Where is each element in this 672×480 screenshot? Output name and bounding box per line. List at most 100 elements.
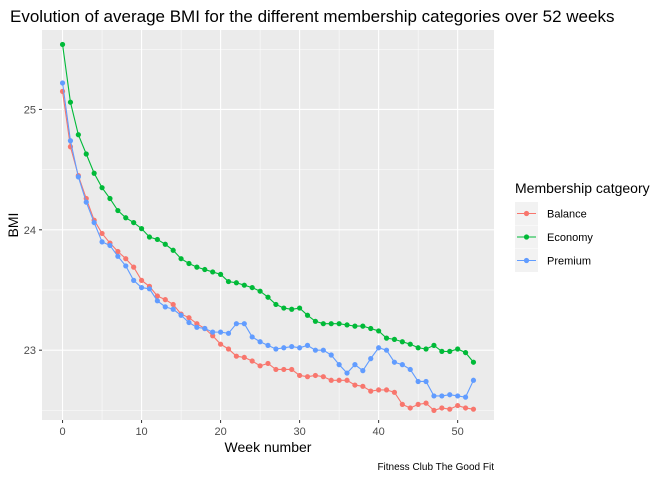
data-point	[431, 407, 437, 413]
data-point	[241, 321, 247, 327]
data-point	[170, 301, 176, 308]
data-point	[67, 138, 74, 144]
data-point	[344, 370, 350, 376]
data-point	[281, 345, 287, 351]
data-point	[241, 282, 247, 288]
data-point	[383, 347, 390, 353]
data-point	[391, 389, 398, 395]
data-point	[407, 341, 413, 347]
y-tick-label: 23	[24, 345, 36, 357]
data-point	[423, 400, 429, 406]
data-point	[202, 325, 208, 332]
x-tick-label: 30	[293, 426, 305, 438]
data-point	[241, 354, 247, 361]
data-point	[447, 406, 453, 412]
data-point	[170, 306, 176, 312]
data-point	[194, 324, 200, 330]
x-tick-label: 20	[214, 426, 226, 438]
data-point	[273, 346, 279, 352]
data-point	[415, 401, 421, 407]
data-point	[328, 352, 334, 358]
data-point	[360, 323, 366, 329]
data-point	[75, 174, 81, 180]
data-point	[352, 382, 358, 388]
series-economy	[59, 41, 477, 365]
data-point	[210, 329, 216, 335]
x-axis: 0 10 20 30 40 50	[59, 420, 464, 438]
data-point	[415, 378, 421, 385]
legend-label: Balance	[547, 209, 587, 221]
data-point	[83, 199, 89, 205]
data-point	[257, 288, 263, 294]
data-point	[304, 374, 311, 380]
x-tick-label: 40	[373, 426, 385, 438]
y-axis-title: BMI	[5, 213, 21, 238]
data-point	[407, 405, 413, 411]
data-point	[265, 360, 271, 367]
data-point	[320, 374, 326, 380]
data-point	[470, 406, 477, 412]
data-point	[233, 321, 239, 327]
data-point	[462, 394, 469, 400]
data-point	[107, 195, 113, 202]
series-layer	[59, 41, 477, 413]
data-point	[131, 277, 137, 283]
data-point	[312, 347, 319, 353]
data-point	[233, 280, 239, 286]
data-point	[336, 377, 342, 383]
data-point	[344, 377, 350, 383]
legend-title: Membership catgeory	[515, 180, 650, 196]
data-point	[376, 328, 382, 334]
data-point	[431, 342, 437, 348]
data-point	[407, 366, 413, 373]
data-point	[455, 393, 461, 399]
data-point	[233, 353, 239, 359]
data-point	[170, 247, 176, 253]
data-point	[439, 393, 445, 399]
data-point	[249, 334, 255, 340]
data-point	[154, 298, 160, 304]
data-point	[154, 293, 160, 299]
data-point	[162, 304, 168, 310]
data-point	[249, 284, 255, 291]
data-point	[297, 345, 303, 351]
data-point	[162, 297, 168, 303]
data-point	[281, 305, 287, 311]
y-axis: 23 24 25	[24, 104, 42, 357]
data-point	[186, 319, 192, 326]
legend-item-premium: Premium	[515, 249, 591, 272]
data-point	[217, 271, 224, 277]
data-point	[289, 366, 295, 373]
legend-item-balance: Balance	[515, 202, 587, 225]
data-point	[391, 336, 398, 342]
data-point	[162, 241, 168, 247]
data-point	[399, 339, 405, 345]
data-point	[352, 362, 358, 368]
data-point	[91, 170, 97, 176]
data-point	[123, 215, 129, 221]
y-tick-label: 24	[24, 225, 36, 237]
data-point	[273, 366, 279, 373]
data-point	[99, 185, 105, 191]
y-tick-label: 25	[24, 104, 36, 116]
data-point	[107, 242, 113, 249]
legend-point	[523, 234, 530, 240]
data-point	[131, 219, 137, 226]
data-point	[186, 260, 192, 267]
data-point	[210, 269, 216, 275]
data-point	[423, 378, 429, 385]
data-point	[289, 343, 295, 350]
data-point	[297, 305, 303, 311]
data-point	[178, 256, 184, 262]
legend-point	[523, 257, 530, 264]
legend-label: Economy	[547, 232, 593, 244]
data-point	[360, 383, 366, 389]
x-axis-title: Week number	[225, 439, 312, 455]
data-point	[415, 345, 421, 351]
data-point	[455, 402, 461, 409]
data-point	[281, 366, 287, 373]
data-point	[439, 405, 445, 411]
data-point	[455, 346, 461, 352]
chart-caption: Fitness Club The Good Fit	[377, 462, 494, 473]
